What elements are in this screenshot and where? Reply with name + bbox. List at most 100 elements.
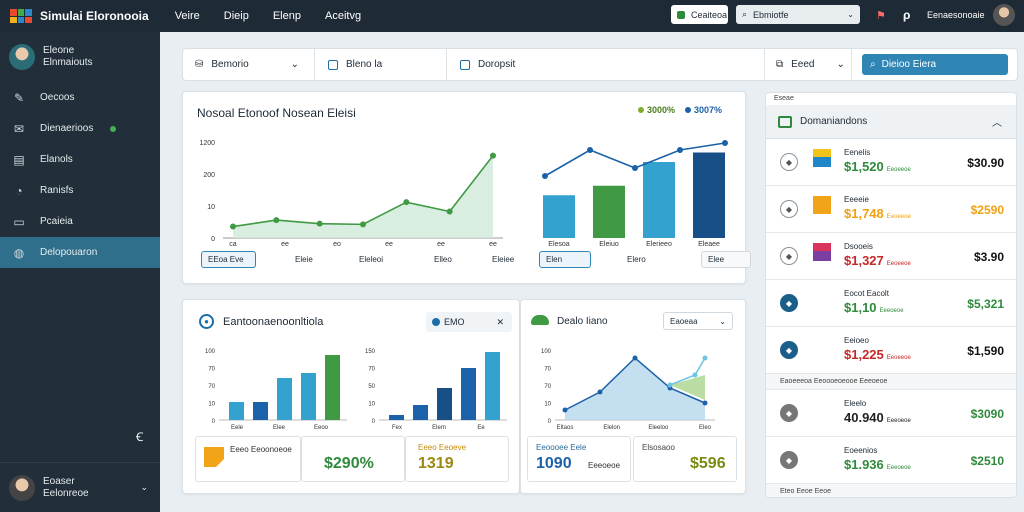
row-name: Eocot Eacolt bbox=[844, 289, 889, 298]
chip-3[interactable]: Eleleoi bbox=[359, 255, 384, 264]
area-point-2 bbox=[667, 382, 673, 388]
bar bbox=[229, 402, 244, 420]
folder-icon bbox=[778, 115, 792, 128]
sidebar: Eleone Elnmaiouts ✎ Oecoos ✉ Dienaerioos ▤… bbox=[0, 32, 160, 512]
search-icon: ⌕ bbox=[742, 9, 748, 19]
kpi-card-1[interactable]: Eeeo Eeoonoeoe bbox=[195, 436, 301, 482]
username[interactable]: Eenaesonoaie bbox=[927, 10, 985, 20]
menu-item-2[interactable]: Dieip bbox=[223, 10, 249, 22]
sidebar-item-4[interactable]: ◔ Ranisfs bbox=[0, 175, 160, 206]
chip-2[interactable]: Eleie bbox=[295, 255, 313, 264]
panel-row[interactable]: ◆ Dsooeis $1,327 Eeoeeoe $3.90 bbox=[766, 233, 1016, 280]
panel-row[interactable]: ◆ Eenelis $1,520 Eeoeeoe $30.90 bbox=[766, 139, 1016, 186]
user-avatar[interactable] bbox=[993, 4, 1015, 26]
top-action-button[interactable]: Ceaiteoa bbox=[671, 5, 728, 24]
bar bbox=[277, 378, 292, 420]
legend-item-1[interactable]: 3000% bbox=[638, 105, 675, 115]
y-tick-label: 1200 bbox=[199, 140, 215, 147]
apply-button[interactable]: ⌕ Dieioo Eiera bbox=[862, 54, 1008, 75]
line-point bbox=[273, 217, 280, 224]
kpi-1-label: Eeeo Eeoonoeoe bbox=[230, 445, 292, 454]
help-icon[interactable]: ρ bbox=[903, 8, 911, 22]
filter-label-2: Bleno la bbox=[346, 59, 383, 70]
trend-dropdown[interactable]: Eaoeaa ⌄ bbox=[663, 312, 733, 330]
panel-row[interactable]: ◆ Eeeeie $1,748 Eeoeeoe $2590 bbox=[766, 186, 1016, 233]
bar bbox=[543, 195, 575, 238]
kpi-card-4[interactable]: Elsosaoo $596 bbox=[633, 436, 737, 482]
panel-row[interactable]: ◆ Eocot Eacolt $1,10 Eeeoeoe $5,321 bbox=[766, 280, 1016, 327]
overlay-point bbox=[677, 147, 683, 153]
chip-4[interactable]: Elen bbox=[539, 251, 591, 268]
chart-legend: 3000% 3007% bbox=[638, 105, 722, 115]
filter-label-1: Bemorio bbox=[211, 59, 249, 70]
main-chart-title: Nosoal Etonoof Nosean Eleisi bbox=[197, 106, 356, 120]
footer-user-sub: Eelonreoe bbox=[43, 487, 89, 499]
sidebar-mid-glyph[interactable]: Ꞓ bbox=[136, 430, 144, 444]
menu-item-3[interactable]: Elenp bbox=[272, 10, 301, 22]
sidebar-item-label: Delopouaron bbox=[40, 247, 98, 258]
area-fill-2 bbox=[670, 375, 705, 400]
kpi-2-value: 1319 bbox=[418, 455, 454, 472]
sidebar-item-3[interactable]: ▤ Elanols bbox=[0, 144, 160, 175]
main-chart: 0 10 200 1200 ca ee eo ee ee ee Elesoa Eleiuo Elerie… bbox=[199, 140, 728, 248]
gauge-icon: ◍ bbox=[13, 245, 25, 260]
x-tick-label: ee bbox=[385, 241, 393, 248]
filter-dropdown-1[interactable]: ⛁ Bemorio ⌄ bbox=[195, 49, 299, 80]
bell-icon[interactable]: ⚑ bbox=[876, 10, 886, 22]
bar bbox=[325, 355, 340, 420]
panel-subheader: Eaoeeeoa Eeoooeoeooe Eeeoeoe bbox=[766, 374, 1016, 390]
panel-row[interactable]: ◆ Eeioeo $1,225 Eeoeeoe $1,590 bbox=[766, 327, 1016, 374]
chart-icon: ▤ bbox=[13, 152, 25, 167]
chip-1[interactable]: EEoa Eve bbox=[201, 251, 256, 268]
row-price: $1,748 Eeoeeoe bbox=[844, 206, 911, 221]
chip-7[interactable]: Elero bbox=[627, 255, 646, 264]
sidebar-item-1[interactable]: ✎ Oecoos bbox=[0, 82, 160, 113]
chip-8[interactable]: Elee bbox=[701, 251, 751, 268]
sidebar-footer[interactable]: Eoaser Eelonreoe ⌄ bbox=[0, 462, 160, 512]
trend-card: Dealo Iiano Eaoeaa ⌄ 0 10 70 70 100 Eltaos Ele… bbox=[520, 299, 746, 494]
row-sub: Eeoeeoe bbox=[886, 355, 911, 361]
filter-field-3[interactable]: Doropsit bbox=[460, 49, 515, 80]
chip-5[interactable]: Elleo bbox=[434, 255, 452, 264]
chart-filter-row: EEoa Eve Eleie Eleleoi Elleo Eleiee Elen… bbox=[201, 249, 751, 271]
chevron-up-icon[interactable]: ︿ bbox=[992, 118, 1002, 129]
menu-item-1[interactable]: Veire bbox=[174, 10, 200, 22]
filter-dropdown-4[interactable]: ⧉ Eeed ⌄ bbox=[776, 49, 845, 80]
line-point bbox=[316, 220, 323, 227]
left-card-tag[interactable]: EMO ✕ bbox=[426, 312, 512, 332]
row-value: $30.90 bbox=[967, 156, 1004, 170]
y-tick-label: 70 bbox=[544, 384, 551, 390]
y-tick-label: 0 bbox=[548, 419, 552, 425]
overlay-point bbox=[632, 165, 638, 171]
area-point bbox=[632, 355, 638, 361]
kpi-card-3[interactable]: Eeoooee Eele 1090 Eeeoeoe bbox=[527, 436, 631, 482]
sidebar-item-5[interactable]: ▭ Pcaieia bbox=[0, 206, 160, 237]
panel-row[interactable]: ◆ Eleelo 40.940 Eeeoeoe $3090 bbox=[766, 390, 1016, 437]
pen-icon: ✎ bbox=[13, 90, 25, 105]
kpi-4-label: Elsosaoo bbox=[642, 443, 675, 452]
status-dot bbox=[110, 125, 117, 132]
y-tick-label: 50 bbox=[368, 384, 375, 390]
legend-item-2[interactable]: 3007% bbox=[685, 105, 722, 115]
chip-6[interactable]: Eleiee bbox=[492, 255, 515, 264]
tag-dot-icon bbox=[432, 318, 440, 326]
sidebar-item-2[interactable]: ✉ Dienaerioos bbox=[0, 113, 160, 144]
sidebar-item-6[interactable]: ◍ Delopouaron bbox=[0, 237, 160, 268]
x-tick-label: Eele bbox=[231, 425, 244, 431]
bar bbox=[693, 152, 725, 238]
x-tick-label: Eleeloo bbox=[648, 425, 669, 431]
main-chart-card: Nosoal Etonoof Nosean Eleisi 3000% 3007%… bbox=[182, 91, 751, 284]
kpi-card-2[interactable]: Eeeo Eeoeve 1319 bbox=[405, 436, 509, 482]
close-icon[interactable]: ✕ bbox=[496, 316, 504, 327]
panel-header[interactable]: Domaniandons ︿ bbox=[766, 105, 1016, 139]
menu-item-4[interactable]: Aceitvg bbox=[324, 10, 362, 22]
filter-field-2[interactable]: Bleno la bbox=[328, 49, 382, 80]
row-name: Eeeeie bbox=[844, 195, 869, 204]
search-input[interactable]: ⌕ Ebmiotfe ⌄ bbox=[736, 5, 860, 24]
panel-row[interactable]: ◆ Eoeenios $1.936 Eeeoeoe $2510 bbox=[766, 437, 1016, 484]
area-chart: 0 10 70 70 100 Eltaos Elelon Eleeloo Eleo bbox=[541, 349, 715, 431]
row-name: Eeioeo bbox=[844, 336, 869, 345]
kpi-card-1b[interactable]: $290% bbox=[301, 436, 405, 482]
sidebar-user[interactable]: Eleone Elnmaiouts bbox=[0, 32, 160, 82]
panel-footer[interactable]: Eteo Eeoe Eeoe bbox=[766, 484, 1016, 497]
